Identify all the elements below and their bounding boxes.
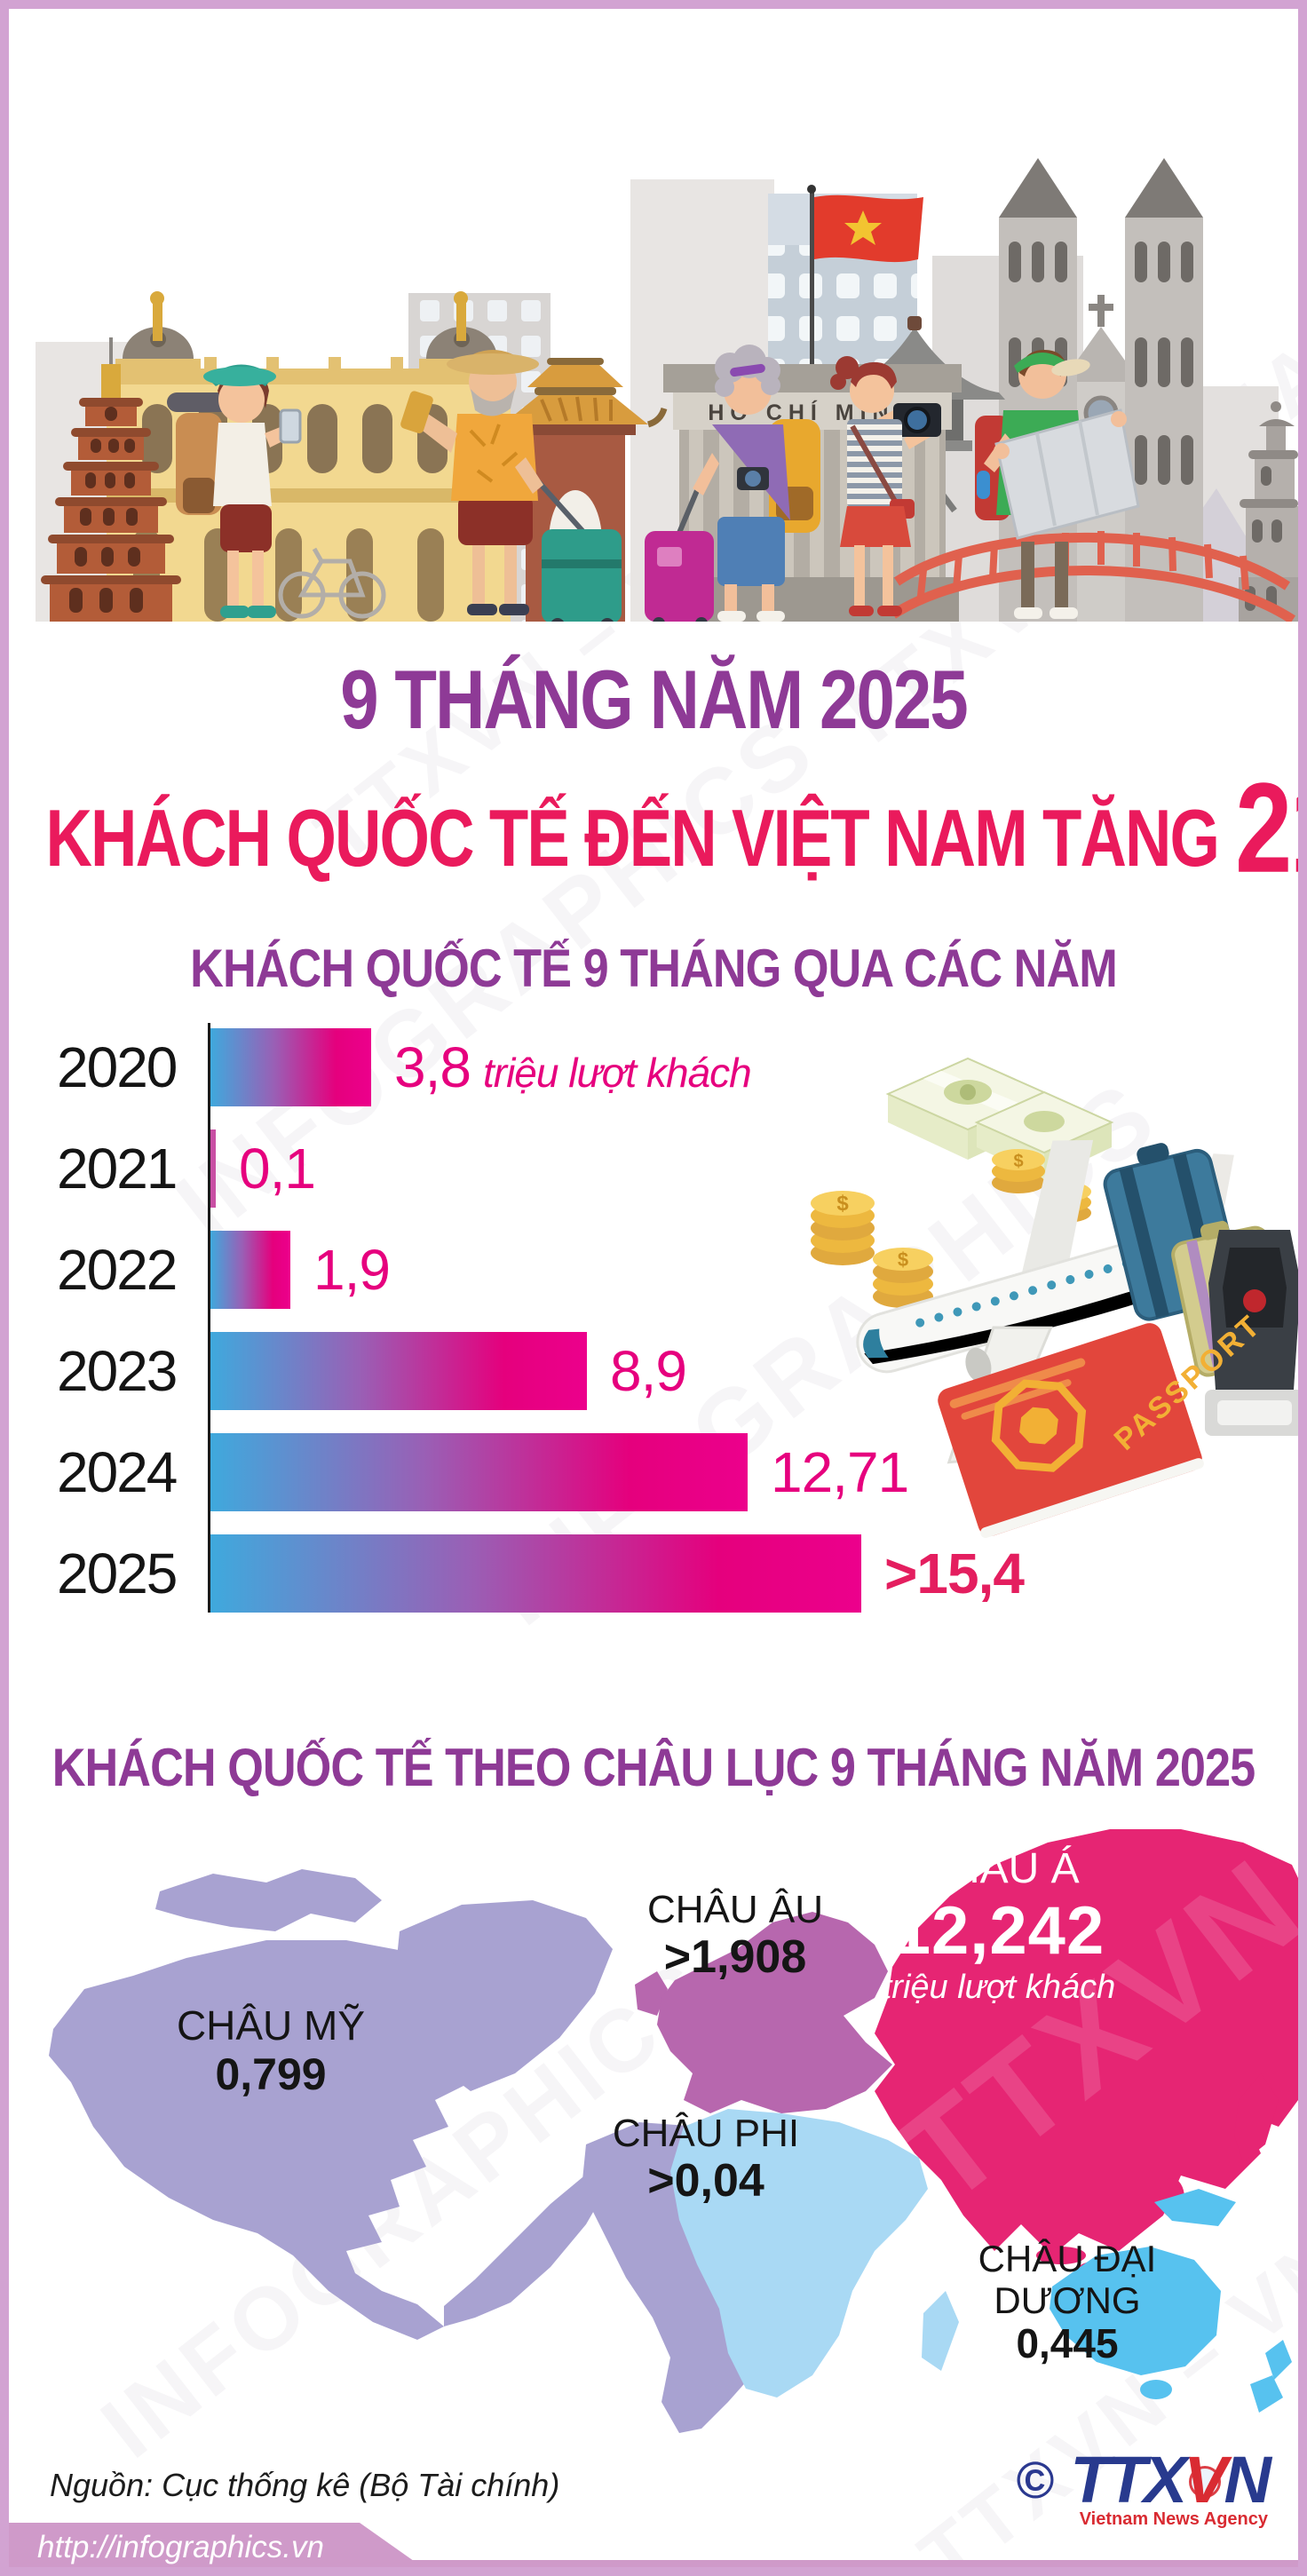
- tourist-map-guy: [975, 350, 1140, 619]
- region-name: CHÂU PHI: [612, 2112, 800, 2155]
- opera-dome-left: [115, 291, 201, 371]
- chart-axis: [208, 1023, 210, 1613]
- bar-value-unit: triệu lượt khách: [482, 1050, 752, 1096]
- region-value: >0,04: [647, 2155, 764, 2207]
- bar-row-2023: 2023 8,9: [57, 1332, 954, 1410]
- logo-part: N: [1224, 2443, 1271, 2517]
- svg-text:$: $: [1013, 1152, 1023, 1171]
- svg-text:$: $: [836, 1192, 849, 1216]
- year-label: 2022: [57, 1238, 178, 1302]
- bar-row-2020: 2020 3,8 triệu lượt khách: [57, 1028, 954, 1106]
- bar-value: >15,4: [884, 1541, 1025, 1606]
- bar-2023: [210, 1332, 587, 1410]
- money-stack: [885, 1057, 1114, 1179]
- region-value: >1,908: [663, 1931, 807, 1984]
- headline-text: KHÁCH QUỐC TẾ ĐẾN VIỆT NAM TĂNG: [45, 792, 1220, 884]
- bar-row-2024: 2024 12,71: [57, 1433, 954, 1511]
- logo-part: V: [1184, 2443, 1227, 2517]
- region-unit: triệu lượt khách: [882, 1968, 1116, 2006]
- bar-value-number: 1,9: [313, 1238, 391, 1302]
- passport: PASSPORT: [938, 1308, 1268, 1538]
- year-label: 2023: [57, 1339, 178, 1403]
- region-name: CHÂU ĐẠI DƯƠNG: [978, 2238, 1157, 2322]
- headline: KHÁCH QUỐC TẾ ĐẾN VIỆT NAM TĂNG 21,5%: [45, 756, 1307, 902]
- region-value: 12,242: [892, 1892, 1105, 1969]
- bicycle: [278, 547, 386, 619]
- bar-value: 0,1: [239, 1136, 316, 1201]
- bar-2024: [210, 1433, 748, 1511]
- continent-oceania: [1050, 2189, 1292, 2413]
- pagoda-tower: [41, 337, 181, 622]
- tourist-man-hawaiian: [400, 350, 622, 622]
- bar-value-number: 0,1: [239, 1137, 316, 1201]
- year-label: 2025: [57, 1542, 178, 1605]
- bar-value: 3,8 triệu lượt khách: [394, 1034, 752, 1100]
- map-label-asia: CHÂU Á 12,242 triệu lượt khách: [812, 1845, 1185, 2006]
- bar-row-2022: 2022 1,9: [57, 1231, 954, 1309]
- continent-africa: [670, 2109, 959, 2398]
- bar-2022: [210, 1231, 290, 1309]
- bar-value: 12,71: [771, 1439, 909, 1505]
- year-label: 2024: [57, 1440, 178, 1504]
- region-value: 0,445: [1016, 2320, 1119, 2367]
- bar-value-number: 3,8: [394, 1035, 471, 1099]
- bar-2020: [210, 1028, 371, 1106]
- year-label: 2020: [57, 1035, 178, 1099]
- bar-value: 8,9: [610, 1338, 687, 1404]
- logo-part: TTX: [1070, 2443, 1187, 2517]
- bar-value-number: 8,9: [610, 1339, 687, 1403]
- bar-value-number: >15,4: [884, 1542, 1025, 1605]
- svg-text:$: $: [898, 1248, 908, 1271]
- flag-star: [844, 210, 882, 245]
- bar-value: 1,9: [313, 1237, 391, 1303]
- bar-2021: [210, 1129, 216, 1208]
- headline-value: 21,5%: [1235, 757, 1307, 900]
- tourist-camera-woman: [830, 356, 941, 616]
- bar-row-2025: 2025 >15,4: [57, 1534, 1025, 1613]
- world-map: [49, 1829, 1298, 2433]
- tourist-grandma: [645, 345, 820, 622]
- map-label-oceania: CHÂU ĐẠI DƯƠNG 0,445: [907, 2238, 1227, 2367]
- source-note: Nguồn: Cục thống kê (Bộ Tài chính): [50, 2467, 560, 2503]
- bar-value-number: 12,71: [771, 1440, 909, 1504]
- region-name: CHÂU MỸ: [176, 2002, 366, 2049]
- rubber-stamp: [1205, 1230, 1301, 1436]
- hero-illustration: ACB: [36, 158, 1298, 622]
- year-label: 2021: [57, 1137, 178, 1201]
- region-name: CHÂU ÂU: [646, 1888, 824, 1931]
- logo-wordmark: TTXVN: [1070, 2447, 1271, 2513]
- region-value: 0,799: [215, 2049, 327, 2099]
- travel-iso-illustration: $ $ $ $: [811, 1057, 1301, 1538]
- bar-chart-title: KHÁCH QUỐC TẾ 9 THÁNG QUA CÁC NĂM: [190, 937, 1118, 999]
- bar-chart: 2020 3,8 triệu lượt khách 2021 0,1 2022 1…: [57, 1023, 1025, 1613]
- copyright-symbol: ©: [1016, 2452, 1055, 2509]
- kicker-title: 9 THÁNG NĂM 2025: [340, 654, 968, 747]
- continent-europe: [635, 1912, 892, 2113]
- website-url: http://infographics.vn: [37, 2530, 324, 2564]
- region-name: CHÂU Á: [918, 1845, 1080, 1892]
- logo-subtitle: Vietnam News Agency: [1079, 2509, 1268, 2529]
- map-chart-title: KHÁCH QUỐC TẾ THEO CHÂU LỤC 9 THÁNG NĂM …: [51, 1736, 1256, 1798]
- map-label-americas: CHÂU MỸ 0,799: [151, 2002, 391, 2099]
- bar-row-2021: 2021 0,1: [57, 1129, 954, 1208]
- map-label-africa: CHÂU PHI >0,04: [586, 2112, 826, 2207]
- bar-2025: [210, 1534, 861, 1613]
- map-label-europe: CHÂU ÂU >1,908: [611, 1888, 859, 1984]
- url-banner: http://infographics.vn: [0, 2523, 435, 2576]
- ttxvn-logo: © TTXVN Vietnam News Agency: [1016, 2447, 1271, 2529]
- tourist-backpacker-girl: [167, 364, 302, 618]
